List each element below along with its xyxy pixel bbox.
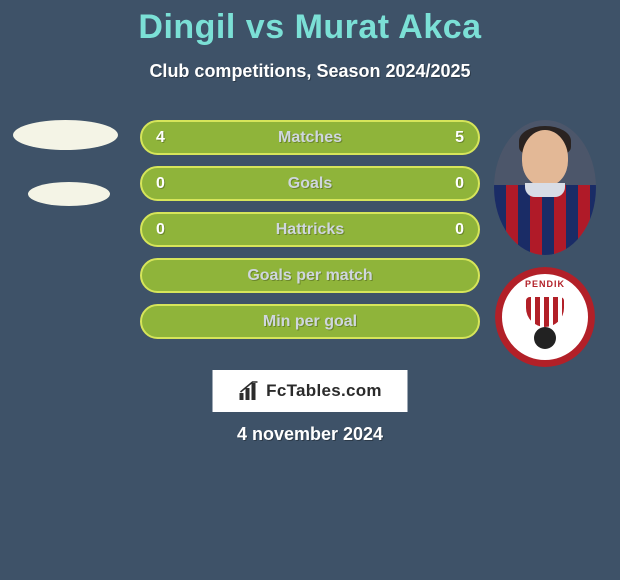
stat-label: Goals	[288, 175, 332, 193]
stat-label: Goals per match	[247, 267, 372, 285]
fctables-logo-icon	[238, 381, 260, 401]
player2-badge-column: PENDIK	[490, 120, 600, 367]
stat-row-goals-per-match: Goals per match	[140, 258, 480, 293]
player2-club-badge: PENDIK	[495, 267, 595, 367]
stat-label: Hattricks	[276, 221, 344, 239]
title-vs: vs	[246, 8, 285, 46]
generated-date: 4 november 2024	[0, 424, 620, 445]
comparison-title: Dingil vs Murat Akca	[0, 0, 620, 47]
stat-row-hattricks: 0 Hattricks 0	[140, 212, 480, 247]
player2-photo	[494, 120, 596, 255]
club-badge-ball-icon	[534, 327, 556, 349]
stat-row-min-per-goal: Min per goal	[140, 304, 480, 339]
stat-value-player2: 0	[455, 175, 464, 193]
stat-row-goals: 0 Goals 0	[140, 166, 480, 201]
stat-row-matches: 4 Matches 5	[140, 120, 480, 155]
stat-value-player2: 0	[455, 221, 464, 239]
player-head-shape	[522, 130, 568, 186]
player1-badge-placeholder-2	[28, 182, 110, 206]
fctables-watermark: FcTables.com	[213, 370, 408, 412]
stat-value-player2: 5	[455, 129, 464, 147]
player1-badge-column	[8, 120, 123, 206]
player1-badge-placeholder-1	[13, 120, 118, 150]
stat-value-player1: 0	[156, 175, 165, 193]
player1-name: Dingil	[138, 8, 235, 46]
stat-label: Min per goal	[263, 313, 357, 331]
stat-value-player1: 4	[156, 129, 165, 147]
stat-label: Matches	[278, 129, 342, 147]
stats-rows: 4 Matches 5 0 Goals 0 0 Hattricks 0 Goals per mat…	[140, 120, 480, 350]
fctables-watermark-text: FcTables.com	[266, 381, 382, 401]
player2-name: Murat Akca	[295, 8, 482, 46]
club-badge-text: PENDIK	[495, 279, 595, 289]
competitions-subtitle: Club competitions, Season 2024/2025	[0, 61, 620, 82]
stat-value-player1: 0	[156, 221, 165, 239]
player-collar-shape	[525, 183, 565, 197]
